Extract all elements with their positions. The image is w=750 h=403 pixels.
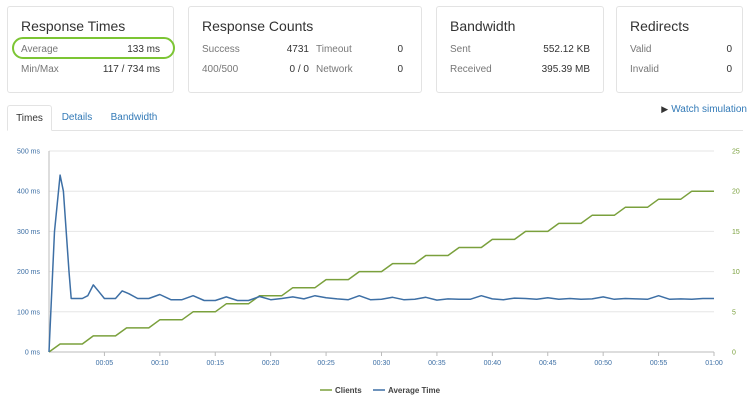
- average-time-series-line: [48, 174, 714, 353]
- tab-bandwidth[interactable]: Bandwidth: [110, 112, 158, 123]
- right-tick-label: 5: [732, 309, 736, 316]
- chart-series: [48, 174, 714, 353]
- success-label: Success: [202, 44, 240, 55]
- sent-label: Sent: [450, 44, 471, 55]
- redirects-title: Redirects: [630, 18, 690, 34]
- received-value: 395.39 MB: [541, 64, 590, 75]
- x-tick-label: 00:20: [262, 360, 280, 367]
- x-tick-label: 00:30: [373, 360, 391, 367]
- network-label: Network: [316, 64, 353, 75]
- x-tick-label: 00:50: [594, 360, 612, 367]
- valid-value: 0: [726, 44, 732, 55]
- average-value: 133 ms: [127, 44, 160, 55]
- legend-label: Clients: [335, 386, 362, 395]
- watch-simulation-link[interactable]: ▶ Watch simulation: [661, 104, 747, 115]
- network-value: 0: [397, 64, 403, 75]
- x-tick-label: 00:45: [539, 360, 557, 367]
- x-tick-label: 00:05: [96, 360, 114, 367]
- timeout-label: Timeout: [316, 44, 352, 55]
- watch-simulation-label: Watch simulation: [671, 104, 747, 115]
- tab-times[interactable]: Times: [7, 105, 52, 131]
- right-axis-ticks: 0 5 10 15 20 25: [732, 149, 740, 357]
- x-tick-label: 00:10: [151, 360, 169, 367]
- average-label: Average: [21, 44, 59, 55]
- response-times-title: Response Times: [21, 18, 126, 34]
- left-axis-ticks: 0 ms 100 ms 200 ms 300 ms 400 ms 500 ms: [17, 149, 40, 357]
- response-time-chart: 0 ms 100 ms 200 ms 300 ms 400 ms 500 ms 0 5 10 1…: [17, 149, 740, 396]
- redirects-card: Redirects Valid 0 Invalid 0: [616, 6, 743, 93]
- left-tick-label: 100 ms: [17, 309, 40, 316]
- right-tick-label: 0: [732, 350, 736, 357]
- x-tick-label: 00:40: [484, 360, 502, 367]
- timeout-value: 0: [397, 44, 403, 55]
- left-tick-label: 300 ms: [17, 229, 40, 236]
- left-tick-label: 500 ms: [17, 149, 40, 156]
- minmax-label: Min/Max: [21, 64, 59, 75]
- error-label: 400/500: [202, 64, 239, 75]
- right-tick-label: 10: [732, 269, 740, 276]
- bandwidth-title: Bandwidth: [450, 18, 516, 34]
- minmax-value: 117 / 734 ms: [102, 64, 160, 75]
- left-tick-label: 400 ms: [17, 189, 40, 196]
- tab-details[interactable]: Details: [61, 112, 93, 123]
- response-counts-card: Response Counts Success 4731 Timeout 0 4…: [188, 6, 422, 93]
- x-axis-ticks: 00:05 00:10 00:15 00:20 00:25 00:30 00:35 00:40…: [96, 352, 723, 367]
- sent-value: 552.12 KB: [543, 44, 590, 55]
- clients-series-line: [48, 190, 714, 353]
- valid-label: Valid: [630, 44, 652, 55]
- received-label: Received: [450, 64, 492, 75]
- left-tick-label: 0 ms: [25, 350, 41, 357]
- response-counts-title: Response Counts: [202, 18, 314, 34]
- invalid-value: 0: [726, 64, 732, 75]
- x-tick-label: 00:55: [650, 360, 668, 367]
- left-tick-label: 200 ms: [17, 269, 40, 276]
- right-tick-label: 20: [732, 189, 740, 196]
- right-tick-label: 15: [732, 229, 740, 236]
- average-highlight-ring: [12, 37, 175, 59]
- x-tick-label: 00:25: [317, 360, 335, 367]
- success-value: 4731: [286, 44, 309, 55]
- error-value: 0 / 0: [289, 64, 309, 75]
- bandwidth-card: Bandwidth Sent 552.12 KB Received 395.39…: [436, 6, 604, 93]
- x-tick-label: 01:00: [705, 360, 723, 367]
- right-tick-label: 25: [732, 149, 740, 156]
- x-tick-label: 00:15: [206, 360, 224, 367]
- invalid-label: Invalid: [630, 64, 659, 75]
- tabs-divider: [7, 130, 743, 131]
- x-tick-label: 00:35: [428, 360, 446, 367]
- chart-grid: [48, 150, 714, 353]
- play-icon: ▶: [661, 104, 669, 114]
- response-times-card: Response Times Average 133 ms Min/Max 11…: [7, 6, 175, 93]
- legend-label: Average Time: [388, 386, 441, 395]
- chart-legend: Clients Average Time: [320, 386, 441, 395]
